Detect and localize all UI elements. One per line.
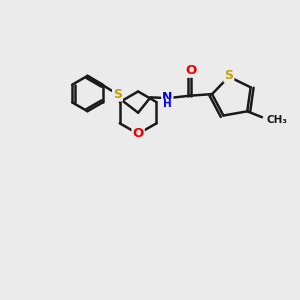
Text: H: H <box>163 99 172 110</box>
Text: S: S <box>113 88 122 100</box>
Text: CH₃: CH₃ <box>267 115 288 125</box>
Text: N: N <box>162 92 172 104</box>
Text: O: O <box>185 64 196 77</box>
Text: O: O <box>133 128 144 140</box>
Text: S: S <box>224 69 233 82</box>
